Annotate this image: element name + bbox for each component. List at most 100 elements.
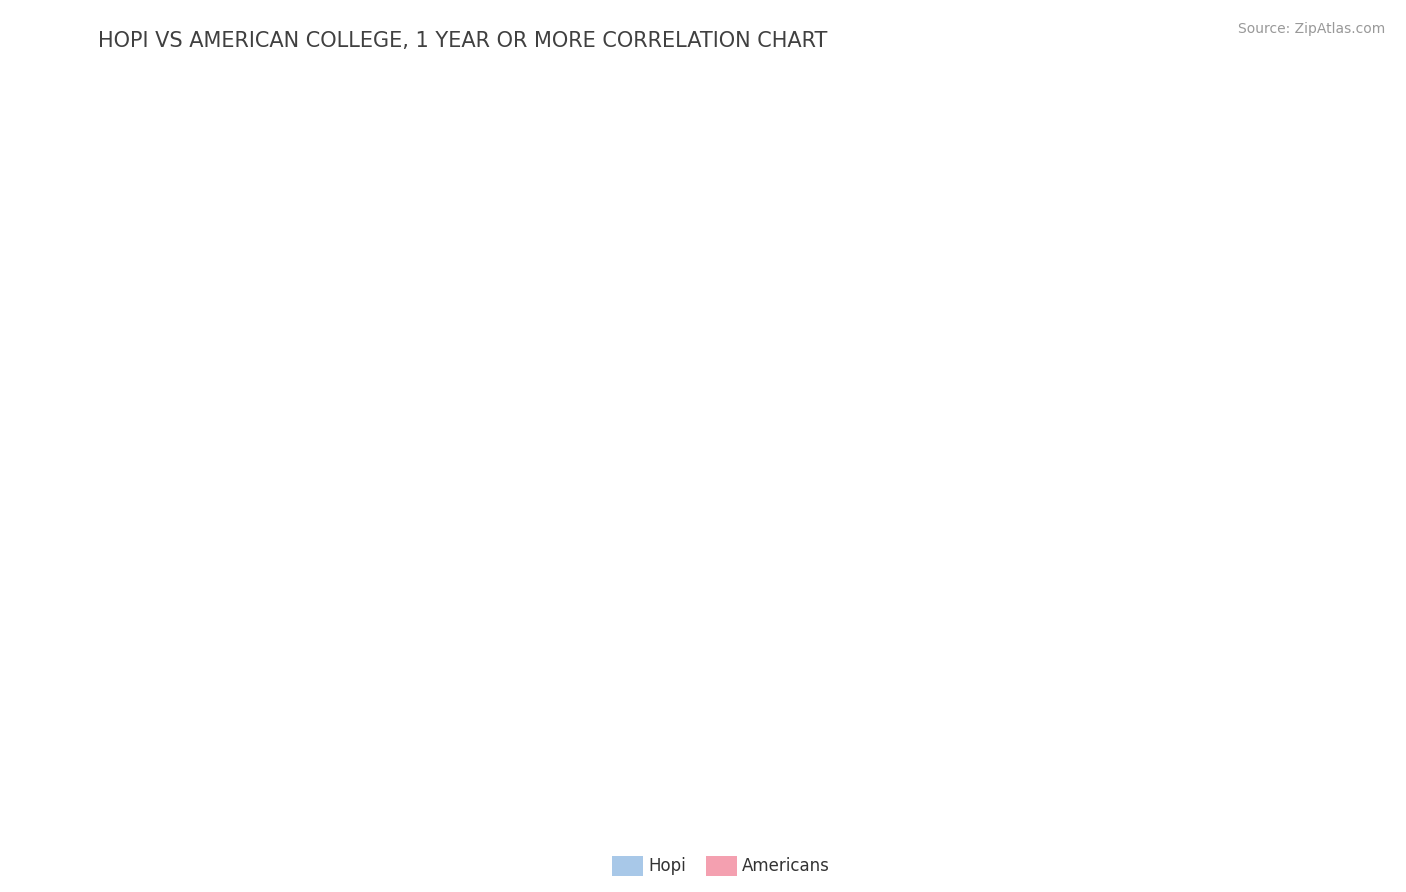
Point: [110, 489, 132, 503]
Point: [104, 497, 127, 511]
Point: [1170, 623, 1192, 637]
Point: [110, 445, 132, 459]
Point: [1054, 615, 1078, 630]
Point: [179, 497, 201, 511]
Point: [98, 408, 121, 422]
Bar: [454, 173, 494, 214]
Point: [96, 393, 118, 408]
Point: [1067, 615, 1090, 630]
Point: [145, 475, 167, 489]
Point: [679, 607, 702, 622]
Point: [259, 519, 281, 533]
Point: [1204, 378, 1226, 392]
Point: [98, 378, 121, 392]
Point: [104, 452, 127, 467]
Point: [543, 593, 565, 607]
Point: [1146, 504, 1168, 518]
Text: HOPI VS AMERICAN COLLEGE, 1 YEAR OR MORE CORRELATION CHART: HOPI VS AMERICAN COLLEGE, 1 YEAR OR MORE…: [98, 31, 828, 51]
Point: [679, 585, 702, 599]
Point: [190, 541, 212, 556]
Point: [235, 452, 257, 467]
Point: [110, 511, 132, 525]
Point: [96, 363, 118, 377]
Point: [121, 452, 143, 467]
Point: [281, 430, 304, 444]
Point: [998, 607, 1021, 622]
Point: [156, 489, 179, 503]
Point: [1181, 378, 1204, 392]
Point: [98, 452, 121, 467]
Point: [748, 571, 770, 585]
Point: [998, 630, 1021, 644]
Text: N =  30: N = 30: [647, 143, 721, 161]
Point: [259, 497, 281, 511]
Point: [93, 378, 115, 392]
Point: [1112, 415, 1135, 429]
Point: [862, 401, 884, 415]
Point: [918, 378, 941, 392]
Point: [600, 585, 623, 599]
Point: [110, 533, 132, 548]
Point: [815, 452, 838, 467]
Point: [588, 600, 610, 615]
Point: [201, 408, 224, 422]
Point: [486, 437, 509, 451]
Point: [98, 445, 121, 459]
Point: [96, 437, 118, 451]
Point: [953, 401, 976, 415]
Point: [315, 578, 337, 592]
Point: [884, 607, 907, 622]
Point: [190, 497, 212, 511]
Point: [121, 408, 143, 422]
Point: [115, 459, 138, 474]
Text: Hopi: Hopi: [648, 857, 686, 875]
Point: [623, 600, 645, 615]
Point: [121, 519, 143, 533]
Point: [246, 511, 269, 525]
Point: [281, 533, 304, 548]
Point: [770, 556, 793, 570]
Point: [145, 519, 167, 533]
Point: [1226, 378, 1249, 392]
Point: [486, 578, 509, 592]
Point: [145, 437, 167, 451]
Point: [907, 571, 929, 585]
Point: [201, 526, 224, 541]
Y-axis label: College, 1 year or more: College, 1 year or more: [62, 353, 80, 566]
Point: [167, 482, 190, 496]
Point: [93, 393, 115, 408]
Point: [167, 526, 190, 541]
Point: [110, 497, 132, 511]
Point: [115, 415, 138, 429]
Point: [690, 437, 713, 451]
Point: [132, 526, 155, 541]
Point: [793, 585, 815, 599]
Point: [714, 615, 737, 630]
Point: [520, 585, 543, 599]
FancyBboxPatch shape: [434, 115, 765, 227]
Point: [634, 607, 657, 622]
Point: [110, 482, 132, 496]
Point: [110, 452, 132, 467]
Point: [998, 497, 1021, 511]
Point: [371, 571, 394, 585]
Point: [360, 541, 382, 556]
Point: [657, 186, 679, 200]
Point: [110, 467, 132, 482]
Point: [1043, 623, 1066, 637]
Point: [623, 623, 645, 637]
Point: [828, 260, 851, 274]
Point: [167, 452, 190, 467]
Point: [828, 623, 851, 637]
Point: [1135, 615, 1157, 630]
Point: [292, 549, 315, 563]
Point: [115, 437, 138, 451]
Point: [121, 430, 143, 444]
Point: [315, 533, 337, 548]
Point: [315, 556, 337, 570]
Point: [132, 452, 155, 467]
Point: [167, 504, 190, 518]
Point: [770, 600, 793, 615]
Point: [190, 519, 212, 533]
Point: [851, 571, 873, 585]
